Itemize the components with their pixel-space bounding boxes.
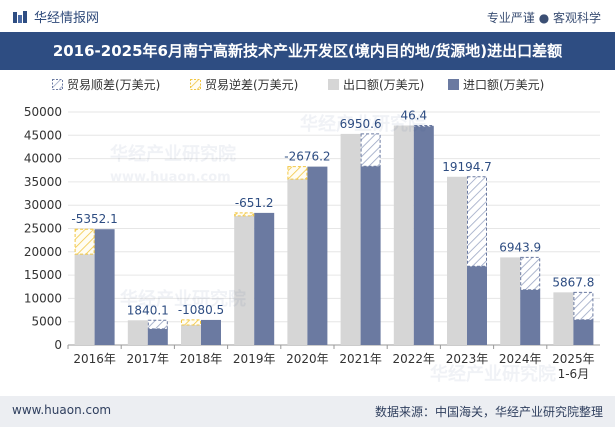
export-bar bbox=[553, 292, 574, 345]
surplus-swatch-icon bbox=[52, 79, 63, 90]
brand: 华经情报网 bbox=[12, 7, 99, 26]
deficit-bar bbox=[181, 319, 201, 326]
tagline: 专业严谨 ● 客观科学 bbox=[486, 11, 601, 25]
x-tick-label: 2021年 bbox=[339, 352, 382, 366]
y-tick-label: 5000 bbox=[31, 315, 62, 329]
footer: www.huaon.com 数据来源：中国海关，华经产业研究院整理 bbox=[0, 396, 615, 427]
y-tick-label: 25000 bbox=[24, 222, 62, 236]
title-bar: 2016-2025年6月南宁高新技术产业开发区(境内目的地/货源地)进出口差额 bbox=[0, 32, 615, 70]
chart-labels: -5352.1 2016年 1840.1 2017年 -1080.5 2018年 -651.… bbox=[71, 109, 594, 381]
deficit-bar bbox=[234, 212, 255, 217]
header: 华经情报网 专业严谨 ● 客观科学 bbox=[0, 0, 615, 30]
x-tick-label: 2017年 bbox=[127, 352, 170, 366]
legend-label-surplus: 贸易顺差(万美元) bbox=[67, 78, 161, 92]
surplus-bar bbox=[467, 176, 487, 267]
import-bar bbox=[467, 266, 487, 345]
export-swatch-icon bbox=[328, 79, 339, 90]
y-tick-label: 50000 bbox=[24, 105, 62, 119]
export-bar bbox=[500, 257, 521, 345]
x-tick-label: 2024年 bbox=[499, 352, 542, 366]
x-tick-label: 2016年 bbox=[73, 352, 116, 366]
y-tick-label: 20000 bbox=[24, 245, 62, 259]
surplus-bar bbox=[520, 256, 541, 291]
data-label: 6950.6 bbox=[340, 117, 382, 131]
legend-item-surplus: 贸易顺差(万美元) bbox=[52, 76, 160, 93]
deficit-bar bbox=[74, 228, 95, 255]
footer-source: 数据来源：中国海关，华经产业研究院整理 bbox=[374, 405, 603, 419]
data-label: 46.4 bbox=[400, 109, 427, 123]
chart-title: 2016-2025年6月南宁高新技术产业开发区(境内目的地/货源地)进出口差额 bbox=[52, 42, 563, 60]
legend-item-import: 进口额(万美元) bbox=[448, 76, 544, 93]
legend-label-deficit: 贸易逆差(万美元) bbox=[205, 78, 299, 92]
footer-website: www.huaon.com bbox=[12, 403, 112, 417]
import-bar bbox=[413, 125, 434, 345]
surplus-bar bbox=[413, 125, 434, 128]
legend-label-import: 进口额(万美元) bbox=[463, 78, 545, 92]
data-label: 5867.8 bbox=[552, 275, 594, 289]
data-label: -2676.2 bbox=[284, 150, 330, 164]
data-label: 19194.7 bbox=[442, 160, 492, 174]
data-label: -651.2 bbox=[235, 196, 274, 210]
x-tick-label: 2022年 bbox=[393, 352, 436, 366]
export-bar bbox=[234, 215, 255, 345]
import-bar bbox=[360, 166, 381, 345]
import-bar bbox=[254, 212, 275, 345]
import-bar bbox=[520, 289, 541, 345]
import-bar bbox=[573, 319, 594, 345]
export-bar bbox=[74, 254, 95, 345]
import-bar bbox=[201, 319, 221, 345]
legend-item-deficit: 贸易逆差(万美元) bbox=[190, 76, 298, 93]
import-swatch-icon bbox=[448, 79, 459, 90]
x-tick-label: 2023年 bbox=[446, 352, 489, 366]
y-tick-label: 45000 bbox=[24, 128, 62, 142]
y-tick-label: 0 bbox=[54, 338, 62, 352]
import-bar bbox=[94, 229, 115, 345]
import-bar bbox=[147, 328, 168, 345]
export-bar bbox=[181, 324, 201, 345]
import-bar bbox=[307, 166, 328, 345]
surplus-bar bbox=[573, 291, 594, 321]
brand-logo-icon bbox=[13, 10, 27, 23]
x-tick-label: 1-6月 bbox=[558, 367, 590, 381]
y-tick-label: 15000 bbox=[24, 268, 62, 282]
x-tick-label: 2019年 bbox=[233, 352, 276, 366]
legend-item-export: 出口额(万美元) bbox=[328, 76, 424, 93]
export-bar bbox=[393, 125, 414, 345]
x-tick-label: 2018年 bbox=[180, 352, 223, 366]
surplus-bar bbox=[147, 319, 168, 330]
chart-bars bbox=[74, 125, 594, 345]
legend: 贸易顺差(万美元) 贸易逆差(万美元) 出口额(万美元) 进口额(万美元) bbox=[0, 74, 615, 96]
deficit-bar bbox=[287, 166, 308, 180]
x-tick-label: 2025年 bbox=[552, 352, 595, 366]
data-label: 6943.9 bbox=[499, 240, 541, 254]
export-bar bbox=[287, 179, 308, 345]
export-bar bbox=[340, 133, 361, 345]
export-bar bbox=[127, 320, 148, 345]
y-tick-label: 30000 bbox=[24, 198, 62, 212]
data-label: -1080.5 bbox=[178, 303, 224, 317]
brand-name: 华经情报网 bbox=[34, 11, 100, 26]
surplus-bar bbox=[360, 133, 381, 167]
y-tick-label: 35000 bbox=[24, 175, 62, 189]
y-tick-label: 40000 bbox=[24, 152, 62, 166]
deficit-swatch-icon bbox=[190, 79, 201, 90]
data-label: 1840.1 bbox=[127, 303, 169, 317]
y-tick-label: 10000 bbox=[24, 291, 62, 305]
data-label: -5352.1 bbox=[71, 212, 117, 226]
legend-label-export: 出口额(万美元) bbox=[343, 78, 425, 92]
export-bar bbox=[447, 176, 467, 345]
x-tick-label: 2020年 bbox=[286, 352, 329, 366]
